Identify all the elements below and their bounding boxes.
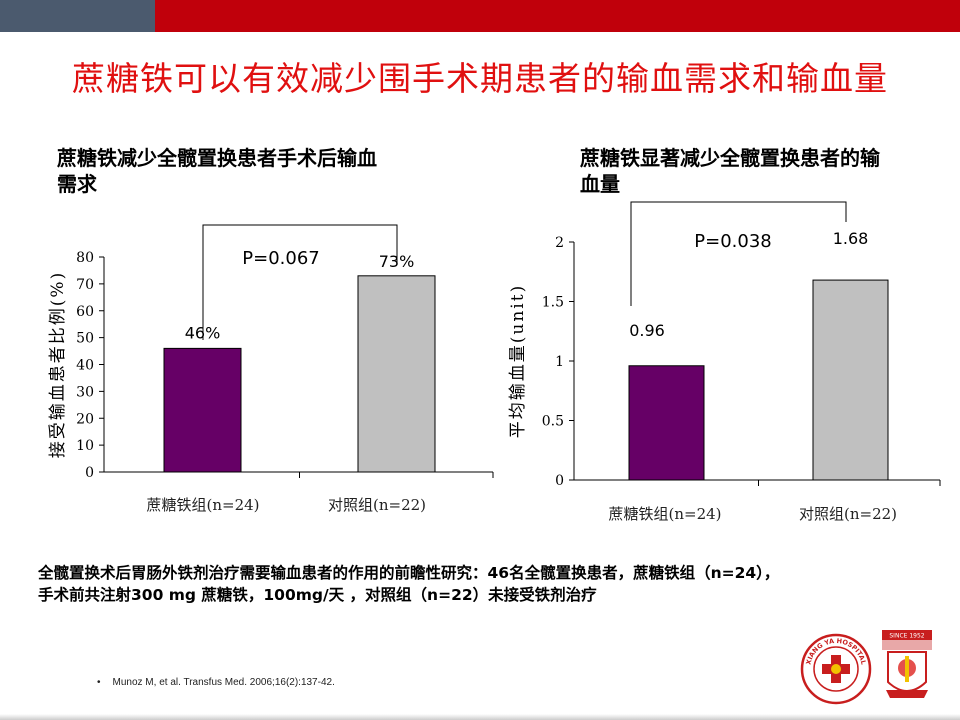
chart1-y-tick-label: 10 (76, 438, 94, 454)
chart1-y-tick-label: 70 (76, 277, 94, 293)
chart-right-heading-line1: 蔗糖铁显著减少全髋置换患者的输 (580, 146, 880, 170)
chart2-y-axis-label: 平均输血量(unit) (508, 284, 528, 438)
chart2-y-tick-label: 1 (555, 354, 564, 370)
chart-right-heading: 蔗糖铁显著减少全髋置换患者的输 血量 (580, 145, 950, 197)
chart-right-heading-line2: 血量 (580, 172, 620, 196)
chart2-bar-1 (628, 365, 705, 481)
chart1-p-value-label: P=0.067 (242, 248, 319, 269)
bottom-shadow (0, 714, 960, 720)
badge-lettering: SINCE 1952 (889, 633, 924, 640)
chart-left-heading-line2: 需求 (57, 172, 97, 196)
chart1-category-label-1: 蔗糖铁组(n=24) (146, 496, 259, 514)
study-footnote: 全髋置换术后胃肠外铁剂治疗需要输血患者的作用的前瞻性研究：46名全髋置换患者，蔗… (38, 562, 948, 606)
chart2-y-tick-label: 0 (555, 473, 564, 489)
chart1-bar-2 (357, 275, 436, 473)
department-badge-logo: SINCE 1952 (882, 630, 932, 698)
chart2-y-tick-label: 1.5 (542, 295, 564, 311)
chart1-y-axis-label: 接受输血患者比例(%) (48, 271, 68, 458)
top-bar-left (0, 0, 155, 32)
chart1-y-tick-label: 50 (76, 331, 94, 347)
chart2-bar-2 (812, 279, 889, 481)
footnote-line-1: 全髋置换术后胃肠外铁剂治疗需要输血患者的作用的前瞻性研究：46名全髋置换患者，蔗… (38, 564, 780, 582)
chart2-value-label-1: 0.96 (629, 321, 665, 340)
chart2-y-tick-label: 0.5 (542, 414, 564, 430)
chart1-y-tick-label: 0 (85, 465, 94, 481)
chart1-significance-bracket (202, 224, 398, 340)
chart2-category-label-2: 对照组(n=22) (799, 505, 897, 523)
chart2-value-label-2: 1.68 (833, 229, 869, 248)
chart2-significance-bracket (630, 201, 847, 306)
chart2-category-label-1: 蔗糖铁组(n=24) (608, 505, 721, 523)
chart1-y-tick-label: 40 (76, 358, 94, 374)
reference: • Munoz M, et al. Transfus Med. 2006;16(2… (97, 677, 335, 688)
top-bar-right (155, 0, 960, 32)
chart1-y-tick-label: 30 (76, 384, 94, 400)
reference-text: Munoz M, et al. Transfus Med. 2006;16(2)… (112, 677, 335, 688)
chart1-y-tick-label: 60 (76, 304, 94, 320)
chart1-bar-1 (163, 347, 242, 473)
chart2-y-tick-label: 2 (555, 235, 564, 251)
footnote-line-2: 手术前共注射300 mg 蔗糖铁，100mg/天 ，对照组（n=22）未接受铁剂… (38, 586, 597, 604)
chart1-y-tick-label: 20 (76, 411, 94, 427)
chart2-p-value-label: P=0.038 (694, 231, 771, 252)
reference-bullet: • (97, 677, 101, 688)
chart-left-heading: 蔗糖铁减少全髋置换患者手术后输血 需求 (57, 145, 457, 197)
hospital-seal-logo: XIANG YA HOSPITAL (800, 633, 872, 705)
chart1-category-label-2: 对照组(n=22) (328, 496, 426, 514)
slide-title: 蔗糖铁可以有效减少围手术期患者的输血需求和输血量 (72, 59, 888, 98)
chart1-y-tick-label: 80 (76, 250, 94, 266)
chart-left-heading-line1: 蔗糖铁减少全髋置换患者手术后输血 (57, 146, 377, 170)
